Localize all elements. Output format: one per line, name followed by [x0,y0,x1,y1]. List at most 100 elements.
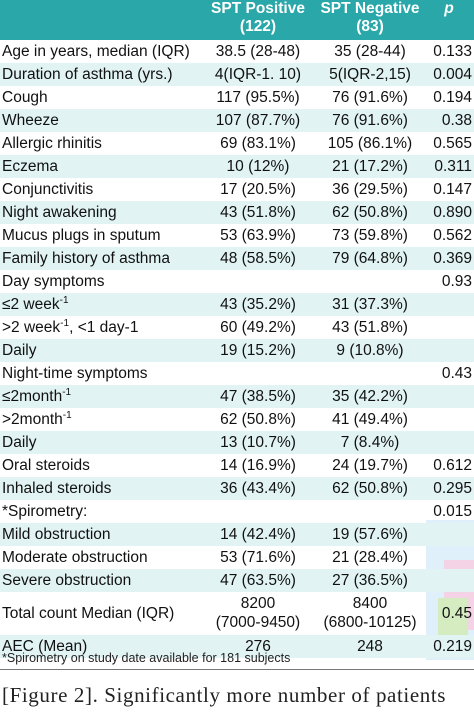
table-row: Eczema 10 (12%) 21 (17.2%) 0.311 [0,155,474,178]
table-row: Duration of asthma (yrs.) 4(IQR-1. 10) 5(I… [0,63,474,86]
cell-spt-positive: 8200 (7000-9450) [200,592,316,637]
row-label: Night-time symptoms [2,365,148,382]
row-label-text: ≤2 week [2,296,60,313]
row-label-suffix: , <1 day-1 [69,319,139,336]
row-label: Cough [2,89,48,106]
cell-p-value: 0.369 [433,250,472,267]
row-label: ≤2 week-1 [2,293,200,316]
cell-spt-positive: 60 (49.2%) [220,319,296,336]
row-label: Age in years, median (IQR) [2,43,190,60]
cell-p-value: 0.194 [433,89,472,106]
row-label-superscript: -1 [60,317,70,329]
cell-spt-negative: 21 (28.4%) [332,549,408,566]
cell-p-value: 0.147 [433,181,472,198]
cell-spt-positive: 47 (38.5%) [220,388,296,405]
cell-spt-positive: 47 (63.5%) [220,572,296,589]
cell-p-value: 0.612 [433,457,472,474]
cell-spt-negative: 19 (57.6%) [332,526,408,543]
row-label: Moderate obstruction [2,549,148,566]
cell-spt-positive [200,362,316,385]
cell-spt-negative: 27 (36.5%) [332,572,408,589]
row-label: Mucus plugs in sputum [2,227,161,244]
row-label-superscript: -1 [59,294,69,306]
row-label: ≤2month-1 [2,385,200,408]
table-row: Mild obstruction 14 (42.4%) 19 (57.6%) [0,523,474,546]
cell-spt-negative: 7 (8.4%) [340,434,400,451]
cell-p-value: 0.38 [441,112,472,129]
cell-p-value: 0.311 [434,158,472,175]
table-row: Severe obstruction 47 (63.5%) 27 (36.5%) [0,569,474,592]
cell-spt-positive: 17 (20.5%) [220,181,296,198]
row-label: Daily [2,434,37,451]
table-row: Family history of asthma 48 (58.5%) 79 (64… [0,247,474,270]
cell-p-value [424,316,474,339]
cell-spt-positive: 38.5 (28-48) [215,43,301,60]
cell-spt-positive: 13 (10.7%) [220,434,296,451]
row-label: >2 week-1, <1 day-1 [2,316,200,339]
header-spt-negative: SPT Negative (83) [312,0,428,36]
table-row: Cough 117 (95.5%) 76 (91.6%) 0.194 [0,86,474,109]
header-spt-negative-line1: SPT Negative [320,0,420,17]
cell-spt-negative [312,500,428,523]
cell-p-value [424,569,474,592]
cell-p-value: 0.133 [433,43,472,60]
cell-p-value: 0.562 [433,227,472,244]
cell-p-value: 0.219 [433,638,472,655]
cell-p-value: 0.004 [433,66,472,83]
table-row: *Spirometry: 0.015 [0,500,474,523]
cell-spt-negative: 5(IQR-2,15) [329,66,411,83]
cell-spt-positive: 53 (71.6%) [220,549,296,566]
table-row: Inhaled steroids 36 (43.4%) 62 (50.8%) 0.29… [0,477,474,500]
cell-spt-negative: 9 (10.8%) [336,342,404,359]
cell-spt-negative: 35 (42.2%) [332,388,408,405]
table-row: Night awakening 43 (51.8%) 62 (50.8%) 0.890 [0,201,474,224]
cell-p-value: 0.93 [441,273,472,290]
cell-p-value: 0.890 [433,204,472,221]
table-row: Moderate obstruction 53 (71.6%) 21 (28.4%) [0,546,474,569]
table-footnote: *Spirometry on study date available for … [2,651,291,665]
cell-spt-negative: 79 (64.8%) [332,250,408,267]
cell-spt-positive: 53 (63.9%) [220,227,296,244]
cell-spt-negative: 31 (37.3%) [332,296,408,313]
cell-spt-positive: 14 (16.9%) [220,457,296,474]
table-header: SPT Positive (122) SPT Negative (83) p [0,0,474,40]
table-row: ≤2 week-1 43 (35.2%) 31 (37.3%) [0,293,474,316]
table-row: Allergic rhinitis 69 (83.1%) 105 (86.1%) 0.… [0,132,474,155]
cell-spt-negative: 35 (28-44) [334,43,406,60]
header-spt-positive-line1: SPT Positive [211,0,305,17]
row-label: Daily [2,342,37,359]
row-label: Oral steroids [2,457,90,474]
cell-spt-negative: 105 (86.1%) [327,135,413,152]
cell-spt-negative: 24 (19.7%) [332,457,408,474]
cell-p-value [424,546,474,569]
cell-p-value: 0.43 [441,365,472,382]
row-label: Inhaled steroids [2,480,112,497]
row-label: Conjunctivitis [2,181,94,198]
table-row: Daily 13 (10.7%) 7 (8.4%) [0,431,474,454]
table-row: ≤2month-1 47 (38.5%) 35 (42.2%) [0,385,474,408]
header-spt-negative-line2: (83) [356,18,384,35]
cell-p-value [424,523,474,546]
table-row: Oral steroids 14 (16.9%) 24 (19.7%) 0.612 [0,454,474,477]
row-label-superscript: -1 [62,409,72,421]
cell-p-value: 0.565 [433,135,472,152]
cell-spt-negative: 36 (29.5%) [332,181,408,198]
cell-spt-positive: 48 (58.5%) [220,250,296,267]
cell-p-value [424,408,474,431]
cell-spt-positive [200,500,316,523]
row-label: Mild obstruction [2,526,111,543]
row-label: Duration of asthma (yrs.) [2,66,173,83]
cell-spt-positive-line: (7000-9450) [215,614,301,631]
row-label-text: ≤2month [2,388,63,405]
row-label: AEC (Mean) [2,638,88,655]
row-label: Total count Median (IQR) [2,605,175,622]
table-row: AEC (Mean) 276 248 0.219 [0,635,474,658]
table-row: Age in years, median (IQR) 38.5 (28-48) 35… [0,40,474,63]
row-label: Allergic rhinitis [2,135,102,152]
table-row: Daily 19 (15.2%) 9 (10.8%) [0,339,474,362]
cell-spt-positive: 4(IQR-1. 10) [214,66,302,83]
cell-spt-negative: 73 (59.8%) [332,227,408,244]
row-label: >2month-1 [2,408,200,431]
row-label: Day symptoms [2,273,105,290]
row-label-text: >2month [2,411,63,428]
